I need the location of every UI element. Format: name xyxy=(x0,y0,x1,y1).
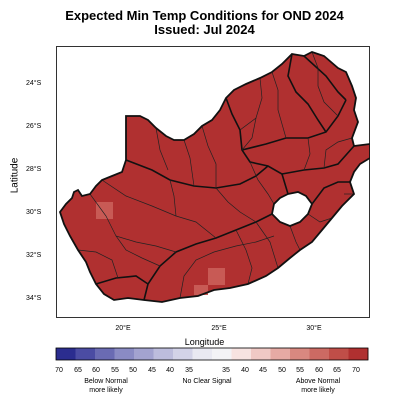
legend-tick-1: 65 xyxy=(74,367,82,374)
province-boundaries xyxy=(95,53,355,301)
x-tick-30e: 30°E xyxy=(306,325,322,332)
legend-tick-11: 50 xyxy=(278,367,286,374)
y-tick-34s: 34°S xyxy=(26,295,42,302)
x-tick-20e: 20°E xyxy=(115,325,131,332)
legend-tick-3: 55 xyxy=(111,367,119,374)
legend-tick-7: 35 xyxy=(185,367,193,374)
legend-tick-4: 50 xyxy=(129,367,137,374)
light-cell-west xyxy=(96,202,113,219)
y-tick-24s: 24°S xyxy=(26,80,42,87)
district-boundaries xyxy=(77,51,354,299)
y-tick-28s: 28°S xyxy=(26,166,42,173)
legend-swatch xyxy=(231,348,252,360)
legend-swatch xyxy=(212,348,232,360)
y-tick-26s: 26°S xyxy=(26,123,42,130)
south-africa-map xyxy=(56,46,370,318)
lesotho-outline xyxy=(271,191,314,227)
legend-tick-2: 60 xyxy=(92,367,100,374)
country-outline xyxy=(58,51,370,303)
legend-swatch xyxy=(290,348,310,360)
light-cell-south-2 xyxy=(194,285,208,295)
x-axis-label: Longitude xyxy=(184,337,225,347)
legend-tick-14: 65 xyxy=(333,367,341,374)
legend-neutral-caption: No Clear Signal xyxy=(182,378,232,385)
legend-swatch xyxy=(270,348,291,360)
legend-swatch xyxy=(173,348,193,360)
legend-swatch xyxy=(56,348,76,360)
legend-tick-9: 40 xyxy=(241,367,249,374)
map-subtitle: Issued: Jul 2024 xyxy=(154,22,255,37)
legend-swatch xyxy=(95,348,115,360)
legend-tick-13: 60 xyxy=(315,367,323,374)
legend-above-line2: more likely xyxy=(301,387,335,394)
legend-swatch xyxy=(75,348,96,360)
legend-below-line1: Below Normal xyxy=(84,378,128,385)
legend-swatch xyxy=(192,348,213,360)
country-fill xyxy=(60,52,370,302)
x-tick-25e: 25°E xyxy=(211,325,227,332)
legend-swatch xyxy=(348,348,369,360)
legend-swatch xyxy=(153,348,174,360)
legend-border xyxy=(55,347,369,361)
legend-tick-6: 40 xyxy=(166,367,174,374)
y-tick-30s: 30°S xyxy=(26,209,42,216)
light-cell-south xyxy=(208,268,225,285)
legend-tick-15: 70 xyxy=(352,367,360,374)
legend-above-caption: Above Normal more likely xyxy=(296,377,340,395)
legend-swatch xyxy=(134,348,154,360)
legend-tick-0: 70 xyxy=(55,367,63,374)
legend-tick-8: 35 xyxy=(222,367,230,374)
legend-tick-5: 45 xyxy=(148,367,156,374)
y-tick-32s: 32°S xyxy=(26,252,42,259)
map-title: Expected Min Temp Conditions for OND 202… xyxy=(65,8,344,23)
legend-swatch xyxy=(329,348,349,360)
legend-above-line1: Above Normal xyxy=(295,378,341,385)
legend-tick-12: 55 xyxy=(296,367,304,374)
legend-tick-10: 45 xyxy=(259,367,267,374)
legend-swatch xyxy=(114,348,135,360)
legend-swatch xyxy=(251,348,271,360)
legend-swatch xyxy=(309,348,330,360)
lesotho-hole xyxy=(272,192,312,226)
legend-below-caption: Below Normal more likely xyxy=(84,377,128,395)
legend-below-line2: more likely xyxy=(89,387,123,394)
